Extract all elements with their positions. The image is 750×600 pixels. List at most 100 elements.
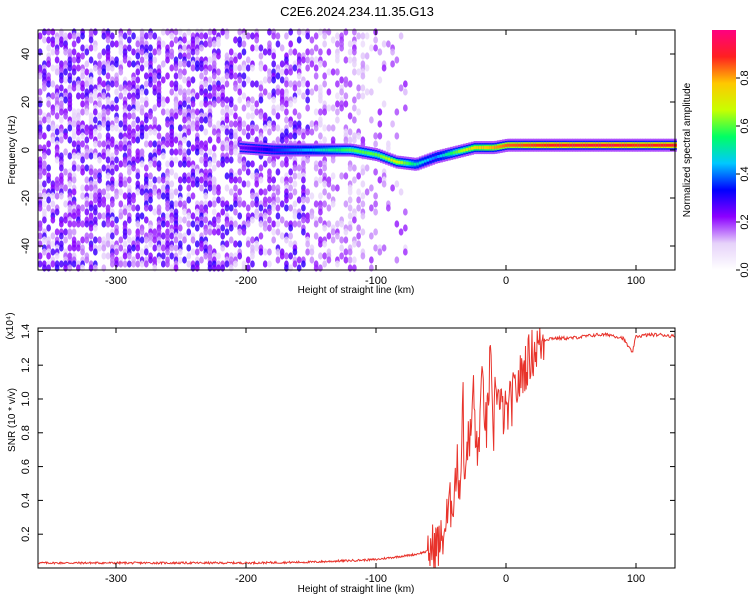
signal-trace-segment	[434, 155, 438, 159]
spectrogram-cell	[284, 116, 289, 124]
spectrogram-cell	[160, 244, 166, 252]
spectrogram-cell	[190, 48, 196, 56]
spectrogram-cell	[156, 176, 162, 184]
spectrogram-cell	[398, 84, 404, 92]
spectrogram-cell	[67, 180, 73, 188]
spectrogram-cell	[335, 80, 340, 88]
spectrogram-cell	[186, 176, 192, 184]
signal-trace-segment	[361, 150, 365, 154]
spectrogram-cell	[305, 96, 310, 104]
spectrogram-cell	[177, 256, 183, 264]
spectrogram-cell	[63, 236, 68, 244]
spectrogram-cell	[220, 144, 226, 152]
spectrogram-cell	[97, 176, 102, 184]
spectrogram-cell	[88, 96, 94, 104]
spectrogram-cell	[105, 72, 111, 80]
spectrogram-cell	[118, 48, 124, 56]
spectrogram-cell	[71, 220, 77, 228]
spectrogram-cell	[262, 76, 268, 84]
spectrogram-cell	[46, 148, 51, 156]
spectrogram-cell	[71, 152, 77, 160]
spectrogram-cell	[54, 68, 60, 76]
spectrogram-cell	[177, 176, 183, 184]
spectrogram-cell	[288, 40, 294, 48]
spectrogram-cell	[245, 160, 251, 168]
y-tick-label: 0.6	[20, 459, 32, 474]
spectrogram-cell	[50, 48, 56, 56]
spectrogram-cell	[373, 168, 378, 176]
signal-trace-segment	[608, 143, 612, 147]
spectrogram-cell	[152, 244, 158, 252]
spectrogram-cell	[254, 212, 260, 220]
x-tick-label: 0	[503, 275, 509, 287]
spectrogram-cell	[63, 264, 68, 272]
spectrogram-cell	[177, 52, 183, 60]
spectrogram-cell	[288, 264, 294, 272]
spectrogram-cell	[241, 128, 247, 136]
spectrogram-cell	[279, 76, 285, 84]
spectrogram-cell	[139, 212, 145, 220]
spectrogram-cell	[356, 92, 361, 100]
spectrogram-cell	[169, 252, 175, 260]
spectrogram-cell	[343, 28, 349, 36]
spectrogram-cell	[241, 72, 247, 80]
spectrogram-cell	[148, 44, 153, 52]
spectrogram-cell	[228, 188, 234, 196]
spectrogram-cell	[220, 224, 226, 232]
y-tick-label: 1.2	[20, 358, 32, 373]
spectrogram-cell	[186, 244, 192, 252]
spectrogram-cell	[267, 216, 272, 224]
spectrogram-cell	[92, 28, 98, 36]
spectrogram-cell	[177, 88, 183, 96]
spectrogram-cell	[241, 80, 247, 88]
spectrogram-cell	[126, 84, 132, 92]
spectrogram-cell	[330, 124, 336, 132]
spectrogram-cell	[97, 156, 102, 164]
spectrogram-cell	[322, 32, 327, 40]
snr-y-axis-title: SNR (10 * v/v)	[7, 388, 18, 452]
spectrogram-cell	[373, 44, 378, 52]
spectrogram-cell	[97, 112, 102, 120]
spectrogram-cell	[46, 140, 51, 148]
spectrogram-cell	[186, 220, 192, 228]
spectrogram-cell	[318, 264, 323, 272]
spectrogram-cell	[233, 64, 238, 72]
spectrogram-cell	[318, 252, 323, 260]
signal-trace-segment	[455, 150, 459, 154]
spectrogram-cell	[71, 164, 77, 172]
spectrogram-cell	[322, 260, 327, 268]
spectrogram-cell	[131, 136, 136, 144]
spectrogram-cell	[37, 252, 43, 260]
spectrogram-cell	[326, 124, 332, 132]
spectrogram-cell	[250, 216, 255, 224]
spectrogram-cell	[182, 100, 187, 108]
signal-trace-segment	[273, 148, 277, 152]
spectrogram-cell	[97, 244, 102, 252]
spectrogram-cell	[42, 200, 47, 208]
signal-trace-segment	[660, 143, 664, 147]
spectrogram-cell	[105, 84, 111, 92]
spectrogram-cell	[292, 200, 298, 208]
y-tick-label: 1.0	[20, 391, 32, 406]
spectrogram-cell	[360, 200, 366, 208]
spectrogram-cell	[63, 228, 68, 236]
signal-trace-segment	[346, 148, 350, 152]
signal-trace-segment	[624, 143, 628, 147]
spectrogram-cell	[339, 252, 344, 260]
spectrogram-cell	[122, 240, 128, 248]
spectrogram-cell	[80, 236, 85, 244]
spectrogram-cell	[67, 104, 73, 112]
spectrogram-cell	[92, 264, 98, 272]
spectrogram-cell	[305, 128, 310, 136]
spectrogram-cell	[233, 260, 238, 268]
spectrogram-cell	[267, 224, 272, 232]
spectrogram-cell	[233, 36, 238, 44]
spectrogram-cell	[364, 88, 370, 96]
spectrogram-cell	[326, 180, 332, 188]
spectrogram-cell	[284, 252, 289, 260]
spectrogram-cell	[318, 28, 323, 36]
spectrogram-cell	[250, 192, 255, 200]
spectrogram-cell	[309, 248, 315, 256]
spectrogram-cell	[309, 36, 315, 44]
